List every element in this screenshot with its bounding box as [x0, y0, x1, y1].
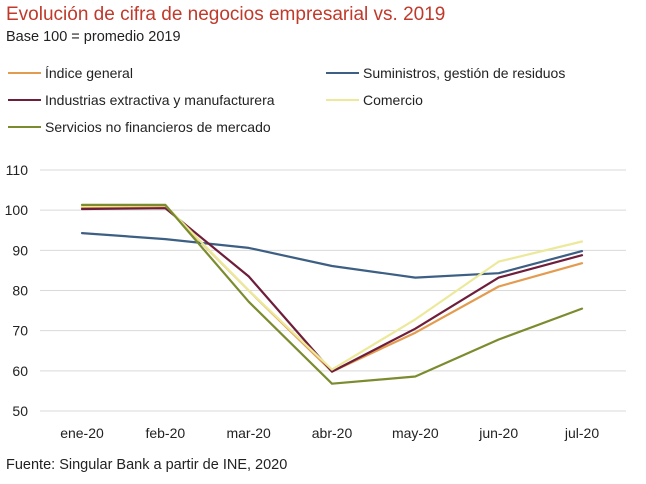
legend-item-indice-general: Índice general — [8, 65, 133, 81]
series-line — [80, 232, 584, 279]
legend-item-industrias: Industrias extractiva y manufacturera — [8, 92, 275, 108]
series-line — [80, 207, 584, 373]
x-tick-label: jul-20 — [564, 425, 599, 441]
legend-label: Suministros, gestión de residuos — [363, 65, 566, 81]
legend-item-suministros: Suministros, gestión de residuos — [326, 65, 565, 81]
series-line — [80, 205, 584, 373]
series-line — [80, 203, 584, 385]
y-tick-label: 60 — [12, 363, 28, 379]
y-tick-label: 80 — [12, 283, 28, 299]
legend-label: Servicios no financieros de mercado — [45, 119, 271, 135]
y-tick-label: 70 — [12, 323, 28, 339]
x-tick-label: abr-20 — [312, 425, 353, 441]
y-tick-label: 90 — [12, 242, 28, 258]
legend-swatch — [326, 99, 359, 101]
legend-label: Industrias extractiva y manufacturera — [45, 92, 275, 108]
source-note: Fuente: Singular Bank a partir de INE, 2… — [6, 457, 288, 473]
x-tick-label: jun-20 — [478, 425, 518, 441]
legend-swatch — [8, 99, 41, 101]
legend-item-comercio: Comercio — [326, 92, 423, 108]
chart-title: Evolución de cifra de negocios empresari… — [6, 4, 446, 25]
legend-label: Índice general — [45, 65, 133, 81]
legend-swatch — [326, 72, 359, 74]
chart-subtitle: Base 100 = promedio 2019 — [6, 29, 181, 45]
legend-swatch — [8, 126, 41, 128]
y-tick-label: 50 — [12, 403, 28, 419]
series-line — [80, 204, 584, 371]
legend-swatch — [8, 72, 41, 74]
legend-item-servicios: Servicios no financieros de mercado — [8, 119, 271, 135]
x-tick-label: may-20 — [392, 425, 439, 441]
x-tick-label: ene-20 — [60, 425, 104, 441]
y-tick-label: 110 — [6, 162, 29, 178]
y-tick-label: 100 — [5, 202, 29, 218]
x-tick-label: feb-20 — [145, 425, 185, 441]
legend-label: Comercio — [363, 92, 423, 108]
x-tick-label: mar-20 — [226, 425, 271, 441]
